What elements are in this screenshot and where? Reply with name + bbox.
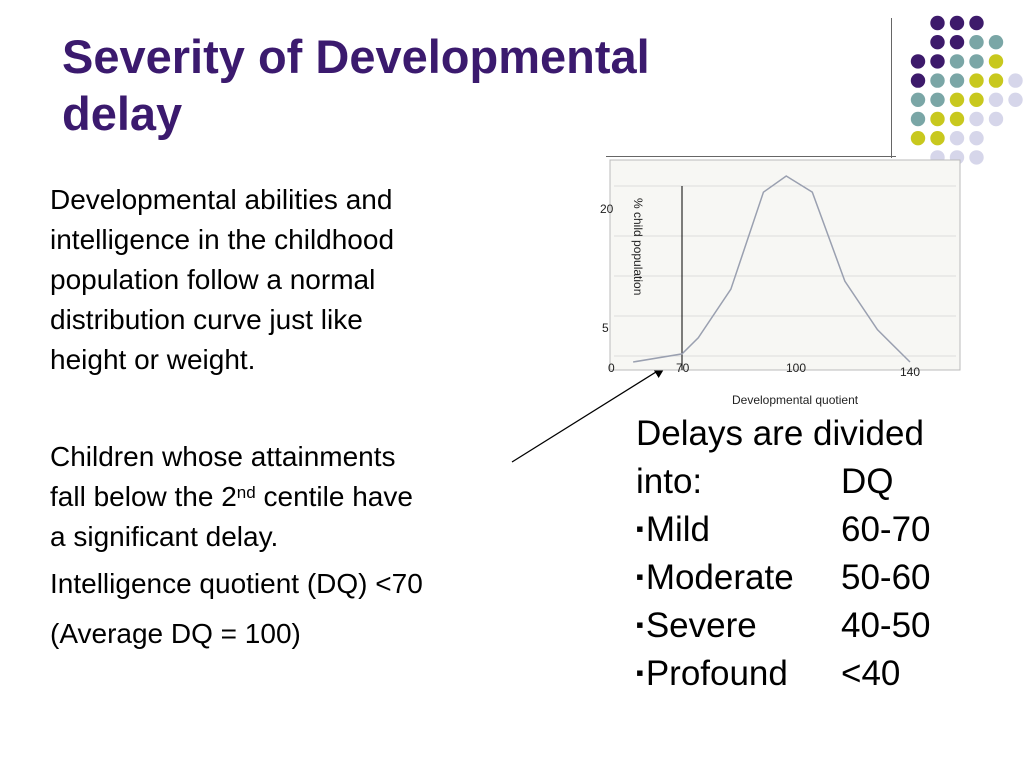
- decorative-dot: [988, 111, 1004, 127]
- decorative-vertical-line: [891, 18, 892, 158]
- title-line-2: delay: [62, 87, 183, 140]
- delay-range: <40: [841, 654, 901, 693]
- decorative-horizontal-line: [606, 156, 896, 157]
- decorative-dot: [969, 111, 984, 127]
- delay-label: Mild: [645, 510, 710, 549]
- intro-line: distribution curve just like: [50, 304, 363, 335]
- decorative-dot: [910, 73, 926, 88]
- average-dq-text: (Average DQ = 100): [50, 618, 301, 649]
- decorative-dot: [930, 35, 945, 50]
- definition-line: Children whose attainments: [50, 441, 396, 472]
- decorative-dot: [949, 131, 965, 146]
- decorative-dot: [969, 15, 984, 31]
- decorative-dot: [930, 131, 945, 146]
- decorative-dot: [1008, 92, 1023, 108]
- intro-line: height or weight.: [50, 344, 256, 375]
- delay-range: 40-50: [841, 606, 931, 645]
- ordinal-suffix: nd: [236, 483, 256, 502]
- decorative-dot: [930, 73, 945, 88]
- decorative-dot: [988, 54, 1004, 69]
- distribution-curve: [633, 175, 911, 363]
- slide-title: Severity of Developmental delay: [62, 28, 822, 142]
- delay-label: Profound: [645, 654, 788, 693]
- square-bullet-icon: ▪: [636, 612, 644, 637]
- decorative-dot: [949, 73, 965, 88]
- dq-column-header: DQ: [841, 462, 894, 501]
- decorative-dot: [949, 92, 965, 108]
- delay-label: Moderate: [645, 558, 794, 597]
- x-tick-label: 0: [608, 361, 615, 375]
- delay-label: Severe: [645, 606, 757, 645]
- intro-line: intelligence in the childhood: [50, 224, 395, 255]
- square-bullet-icon: ▪: [636, 516, 644, 541]
- definition-text: centile have: [255, 481, 413, 512]
- chart-svg: 0 70 100 140 5 20 % child population Developm…: [600, 159, 961, 407]
- decorative-dot: [988, 92, 1004, 108]
- decorative-dot: [910, 131, 926, 146]
- chart-paper: [609, 159, 961, 371]
- decorative-dot: [910, 92, 926, 108]
- intro-line: population follow a normal: [50, 264, 376, 295]
- decorative-dot: [988, 73, 1004, 88]
- decorative-dot: [988, 35, 1004, 50]
- normal-distribution-chart: 0 70 100 140 5 20 % child population Developm…: [580, 158, 980, 418]
- decorative-dot: [910, 111, 926, 127]
- decorative-dot: [969, 54, 984, 69]
- decorative-dot: [949, 54, 965, 69]
- definition-text: fall below the 2: [50, 481, 237, 512]
- delay-range: 50-60: [841, 558, 931, 597]
- decorative-dot: [910, 54, 926, 69]
- delays-heading-text: into:: [636, 462, 703, 501]
- intro-paragraph: Developmental abilities and intelligence…: [50, 180, 530, 380]
- x-tick-label: 100: [786, 361, 806, 375]
- square-bullet-icon: ▪: [636, 660, 644, 685]
- iq-threshold-text: Intelligence quotient (DQ) <70: [50, 568, 423, 599]
- decorative-dot: [969, 131, 984, 146]
- delays-heading-text: Delays are divided: [636, 414, 924, 453]
- decorative-dot: [969, 92, 984, 108]
- delay-range: 60-70: [841, 510, 931, 549]
- decorative-dot: [949, 111, 965, 127]
- decorative-dot: [969, 73, 984, 88]
- decorative-dot: [949, 35, 965, 50]
- decorative-dot: [930, 92, 945, 108]
- definition-line: a significant delay.: [50, 521, 279, 552]
- y-axis-label: % child population: [631, 198, 645, 295]
- decorative-dot: [969, 35, 984, 50]
- x-tick-label: 70: [676, 361, 690, 375]
- square-bullet-icon: ▪: [636, 564, 644, 589]
- title-line-1: Severity of Developmental: [62, 30, 650, 83]
- definition-line: fall below the 2nd centile have: [50, 477, 570, 517]
- decorative-dot: [949, 15, 965, 31]
- decorative-dot: [930, 15, 945, 31]
- y-tick-label: 5: [602, 321, 609, 335]
- x-tick-label: 140: [900, 365, 920, 379]
- delay-definition-paragraph: Children whose attainments fall below th…: [50, 437, 570, 557]
- x-axis-label: Developmental quotient: [732, 393, 859, 407]
- decorative-dot: [1008, 73, 1023, 88]
- y-tick-label: 20: [600, 202, 614, 216]
- decorative-dot: [930, 111, 945, 127]
- intro-line: Developmental abilities and: [50, 184, 393, 215]
- decorative-dot: [930, 54, 945, 69]
